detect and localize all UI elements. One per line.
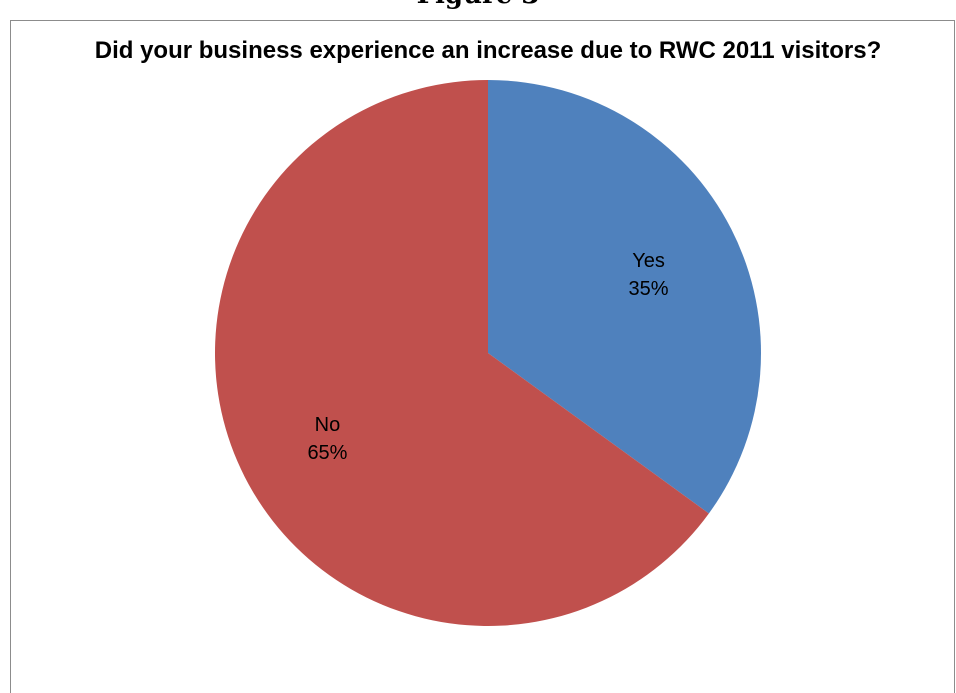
- slice-label-yes: Yes: [632, 250, 665, 272]
- slice-value-no: 65%: [307, 442, 347, 464]
- slice-label-no: No: [315, 414, 341, 436]
- pie-slice-yes: [488, 80, 762, 514]
- pie-slice-no: [215, 80, 709, 627]
- chart-title: Did your business experience an increase…: [94, 37, 882, 64]
- page-heading-fragment: Figure 3: [0, 0, 956, 8]
- slice-value-yes: 35%: [629, 278, 669, 300]
